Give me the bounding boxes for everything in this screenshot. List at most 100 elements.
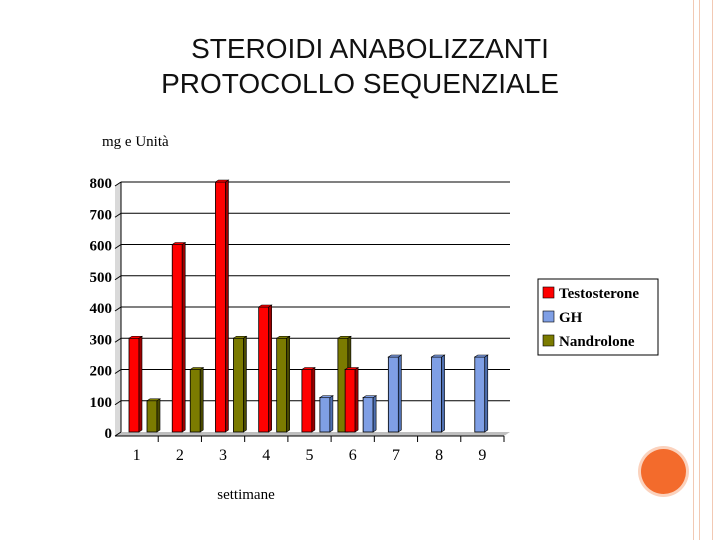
legend: Testosterone GH Nandrolone <box>537 278 659 356</box>
bar-front <box>387 356 399 433</box>
slide-title-line2: PROTOCOLLO SEQUENZIALE <box>161 68 559 99</box>
bar-front <box>258 306 270 433</box>
x-tick-label: 3 <box>219 447 227 464</box>
x-tick-label: 6 <box>349 447 357 464</box>
bar-top <box>344 367 360 370</box>
legend-label: Testosterone <box>559 286 639 302</box>
y-tick-label: 400 <box>90 301 113 317</box>
bar-side <box>156 398 161 433</box>
bar-side <box>268 304 272 433</box>
legend-label: Nandrolone <box>559 334 635 350</box>
bar-side <box>243 335 247 433</box>
bar-front <box>128 337 140 433</box>
bar-front <box>431 356 442 433</box>
bar-front <box>215 181 226 433</box>
x-tick-label: 2 <box>176 447 184 464</box>
bar-front <box>233 337 244 433</box>
y-tick-label: 700 <box>90 207 113 223</box>
bar-top <box>257 304 273 308</box>
bar-top <box>214 179 230 183</box>
slide-border-line <box>699 0 700 540</box>
y-axis-label: mg e Unità <box>102 134 169 150</box>
y-tick-label: 0 <box>105 426 113 442</box>
bar <box>171 241 187 433</box>
bar-front <box>189 369 201 433</box>
bar-side <box>199 366 204 433</box>
bar <box>189 366 205 433</box>
bar-side <box>286 335 290 433</box>
slide-border-line <box>693 0 694 540</box>
bar-top <box>336 335 352 339</box>
bar-side <box>484 354 489 433</box>
slide-border-line <box>712 0 713 540</box>
x-tick-label: 1 <box>133 447 141 464</box>
legend-box <box>537 278 659 356</box>
x-tick-label: 9 <box>478 447 486 464</box>
gridline-side <box>114 306 122 312</box>
y-tick-label: 500 <box>90 270 113 286</box>
bar-top <box>318 395 334 398</box>
legend-swatch <box>542 334 555 347</box>
bar <box>128 335 143 433</box>
bar-front <box>146 400 158 433</box>
bar-side <box>372 395 377 433</box>
x-tick-label: 5 <box>306 447 314 464</box>
y-tick-label: 600 <box>90 239 113 255</box>
bar <box>344 366 360 433</box>
bar-top <box>146 398 161 402</box>
bar-front <box>301 369 313 433</box>
y-tick-label: 200 <box>90 364 113 380</box>
bar <box>275 335 291 433</box>
bar <box>318 395 334 433</box>
bar <box>257 304 273 433</box>
bar-top <box>473 354 489 358</box>
gridline-side <box>114 181 122 187</box>
bar-front <box>362 397 374 433</box>
bar-top <box>189 367 205 370</box>
bar <box>232 335 248 433</box>
gridline-side <box>114 212 122 218</box>
bar-top <box>387 354 403 358</box>
bar-front <box>171 244 183 433</box>
bar-top <box>275 335 291 339</box>
bar-side <box>398 354 402 433</box>
bar-side <box>354 366 359 433</box>
bar-top <box>232 335 248 339</box>
bar-top <box>430 354 446 358</box>
bar-side <box>441 354 445 433</box>
bar-front <box>344 369 356 433</box>
x-tick-label: 7 <box>392 447 400 464</box>
x-axis-label: settimane <box>217 487 275 503</box>
gridline-side <box>114 431 122 437</box>
bar <box>387 354 403 433</box>
slide-title-line1: STEROIDI ANABOLIZZANTI <box>191 33 549 64</box>
bar-side <box>225 179 229 433</box>
y-tick-label: 300 <box>90 332 113 348</box>
bar-top <box>300 367 316 370</box>
bar-front <box>276 337 288 433</box>
bar-top <box>171 242 187 245</box>
gridline-side <box>114 337 122 343</box>
bar-top <box>362 395 378 398</box>
plot-floor <box>115 432 510 436</box>
bar <box>214 179 230 433</box>
bar-side <box>138 335 143 433</box>
gridline-side <box>114 275 122 281</box>
bar-top <box>128 335 143 339</box>
x-tick-label: 4 <box>262 447 270 464</box>
bar <box>430 354 446 433</box>
bar-front <box>319 397 331 433</box>
legend-swatch <box>542 286 555 299</box>
legend-label: GH <box>559 310 583 326</box>
bar <box>362 395 378 433</box>
x-tick-label: 8 <box>435 447 443 464</box>
bar-front <box>474 356 486 433</box>
bar-side <box>181 241 186 433</box>
bar <box>473 354 489 433</box>
gridline-side <box>114 244 122 249</box>
bar <box>300 366 316 433</box>
y-tick-label: 100 <box>90 395 113 411</box>
decorative-circle <box>641 449 686 494</box>
y-tick-label: 800 <box>90 176 113 192</box>
